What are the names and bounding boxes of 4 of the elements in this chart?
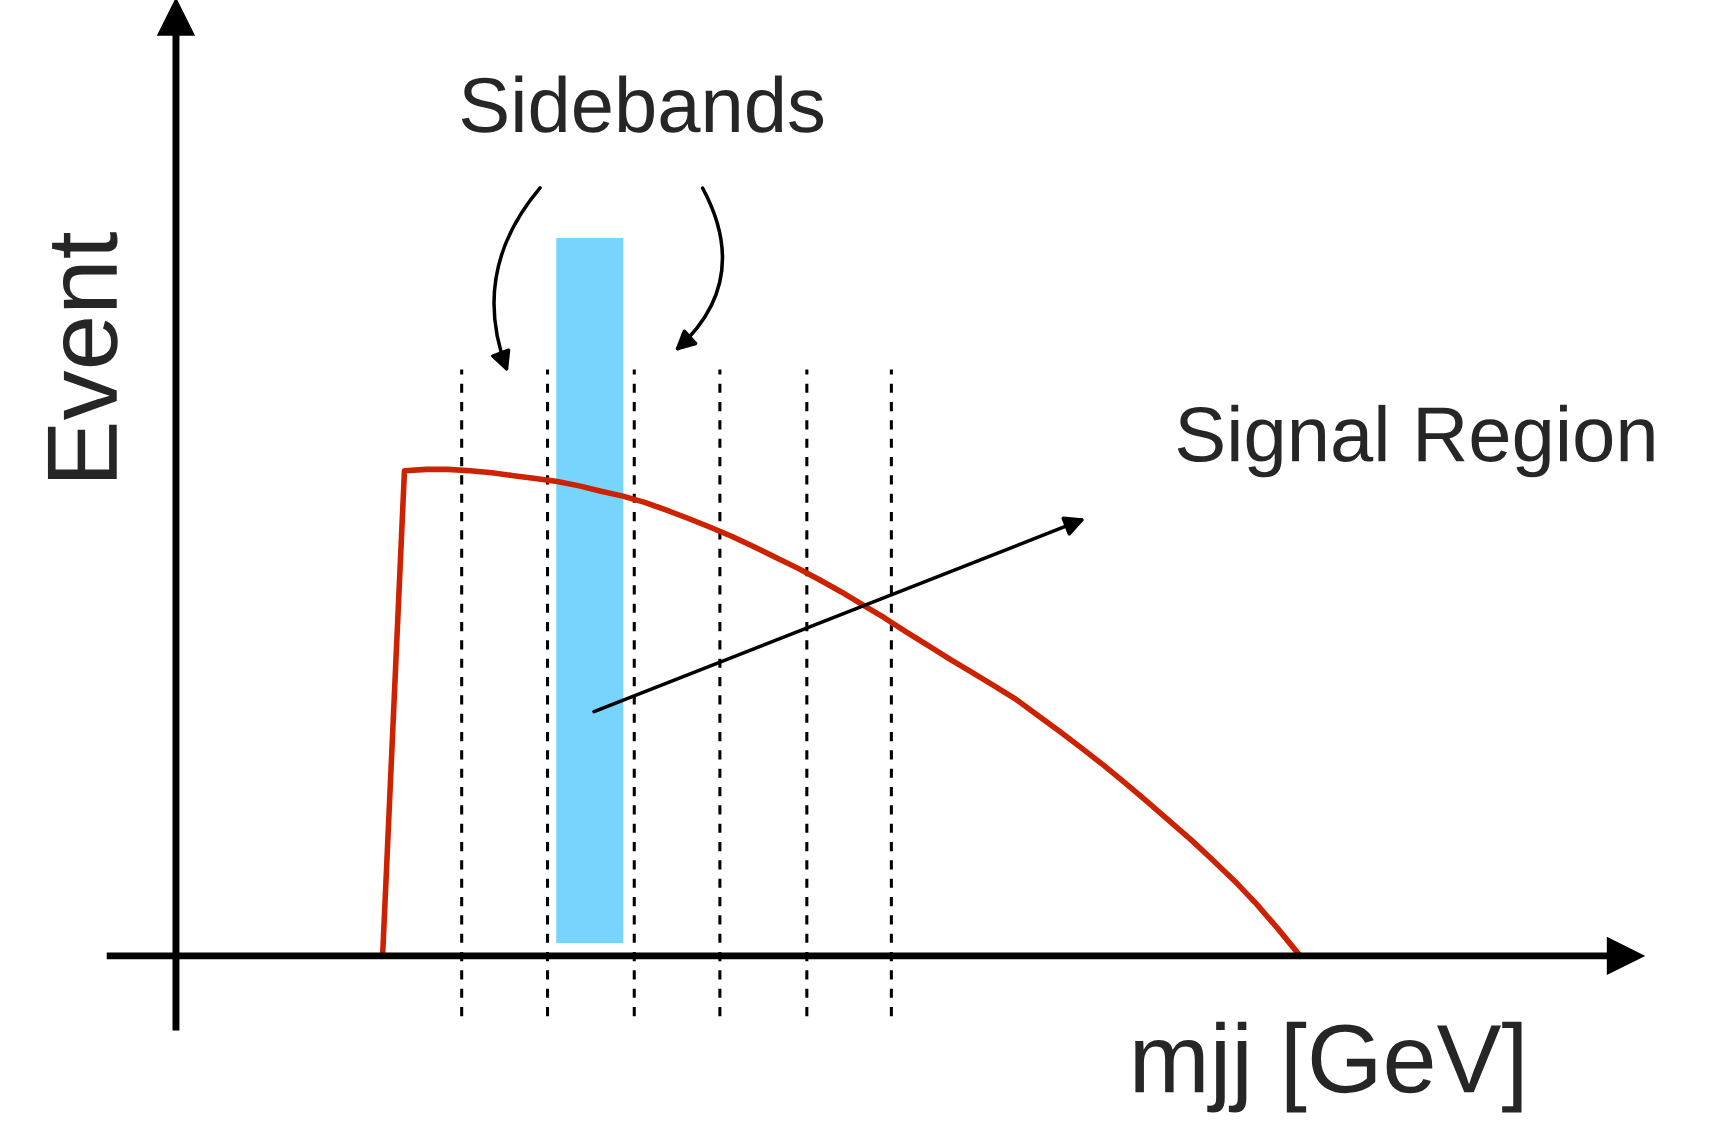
- text: Sidebands: [461, 75, 824, 133]
- annotation: Signal Region: [1177, 404, 1654, 478]
- y-axis-title: Event: [47, 232, 118, 479]
- x-axis-title: mjj [GeV]: [1135, 1021, 1522, 1113]
